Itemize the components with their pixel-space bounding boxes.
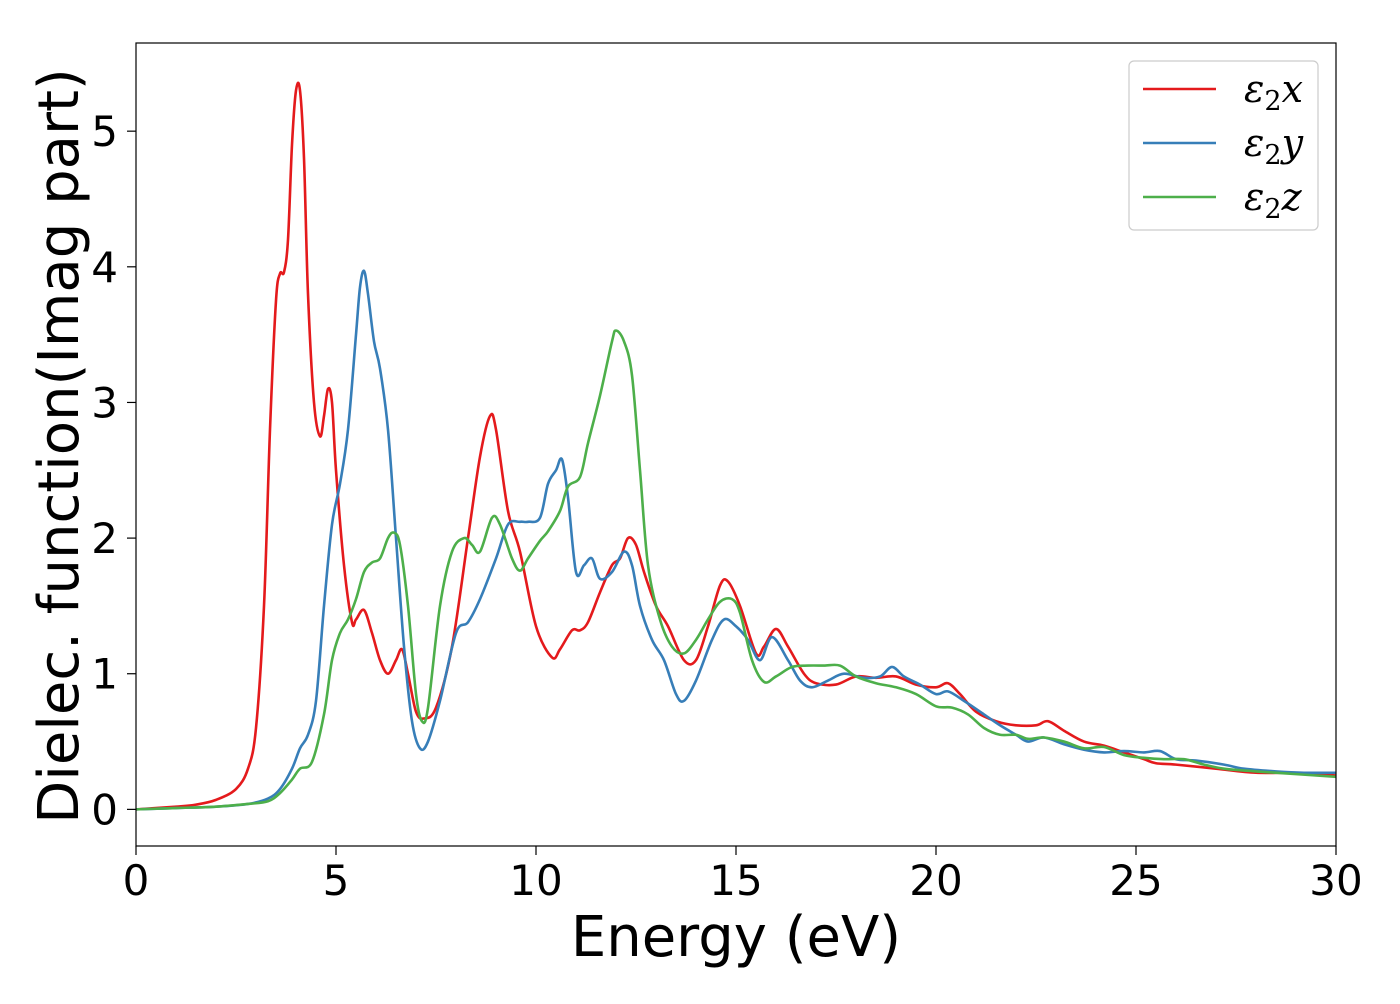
x-tick-label: 20 xyxy=(909,856,962,905)
legend-label: ε2z xyxy=(1244,175,1303,225)
legend-label: ε2y xyxy=(1244,121,1304,171)
legend-label: ε2x xyxy=(1244,67,1303,117)
series-line-z xyxy=(136,329,1336,811)
x-tick-label: 30 xyxy=(1309,856,1362,905)
legend-box xyxy=(1128,60,1319,231)
y-axis-ticks: 0 1 2 3 4 5 xyxy=(91,107,136,834)
y-tick-label: 5 xyxy=(91,107,118,156)
plot-frame xyxy=(135,42,1337,847)
x-tick-label: 10 xyxy=(509,856,562,905)
x-tick-label: 0 xyxy=(123,856,150,905)
y-tick-label: 1 xyxy=(91,650,118,699)
series-line-x xyxy=(136,81,1336,811)
y-tick-label: 0 xyxy=(91,785,118,834)
series-line-y xyxy=(136,269,1336,811)
x-tick-label: 15 xyxy=(709,856,762,905)
x-tick-label: 5 xyxy=(323,856,350,905)
y-tick-label: 3 xyxy=(91,378,118,427)
y-tick-label: 4 xyxy=(91,243,118,292)
x-axis-ticks: 0 5 10 15 20 25 30 xyxy=(123,846,1363,905)
x-tick-label: 25 xyxy=(1109,856,1162,905)
plot-area xyxy=(136,81,1336,811)
y-axis-title: Dielec. function(Imag part) xyxy=(27,68,92,824)
y-tick-label: 2 xyxy=(91,514,118,563)
x-axis-title: Energy (eV) xyxy=(571,905,901,970)
